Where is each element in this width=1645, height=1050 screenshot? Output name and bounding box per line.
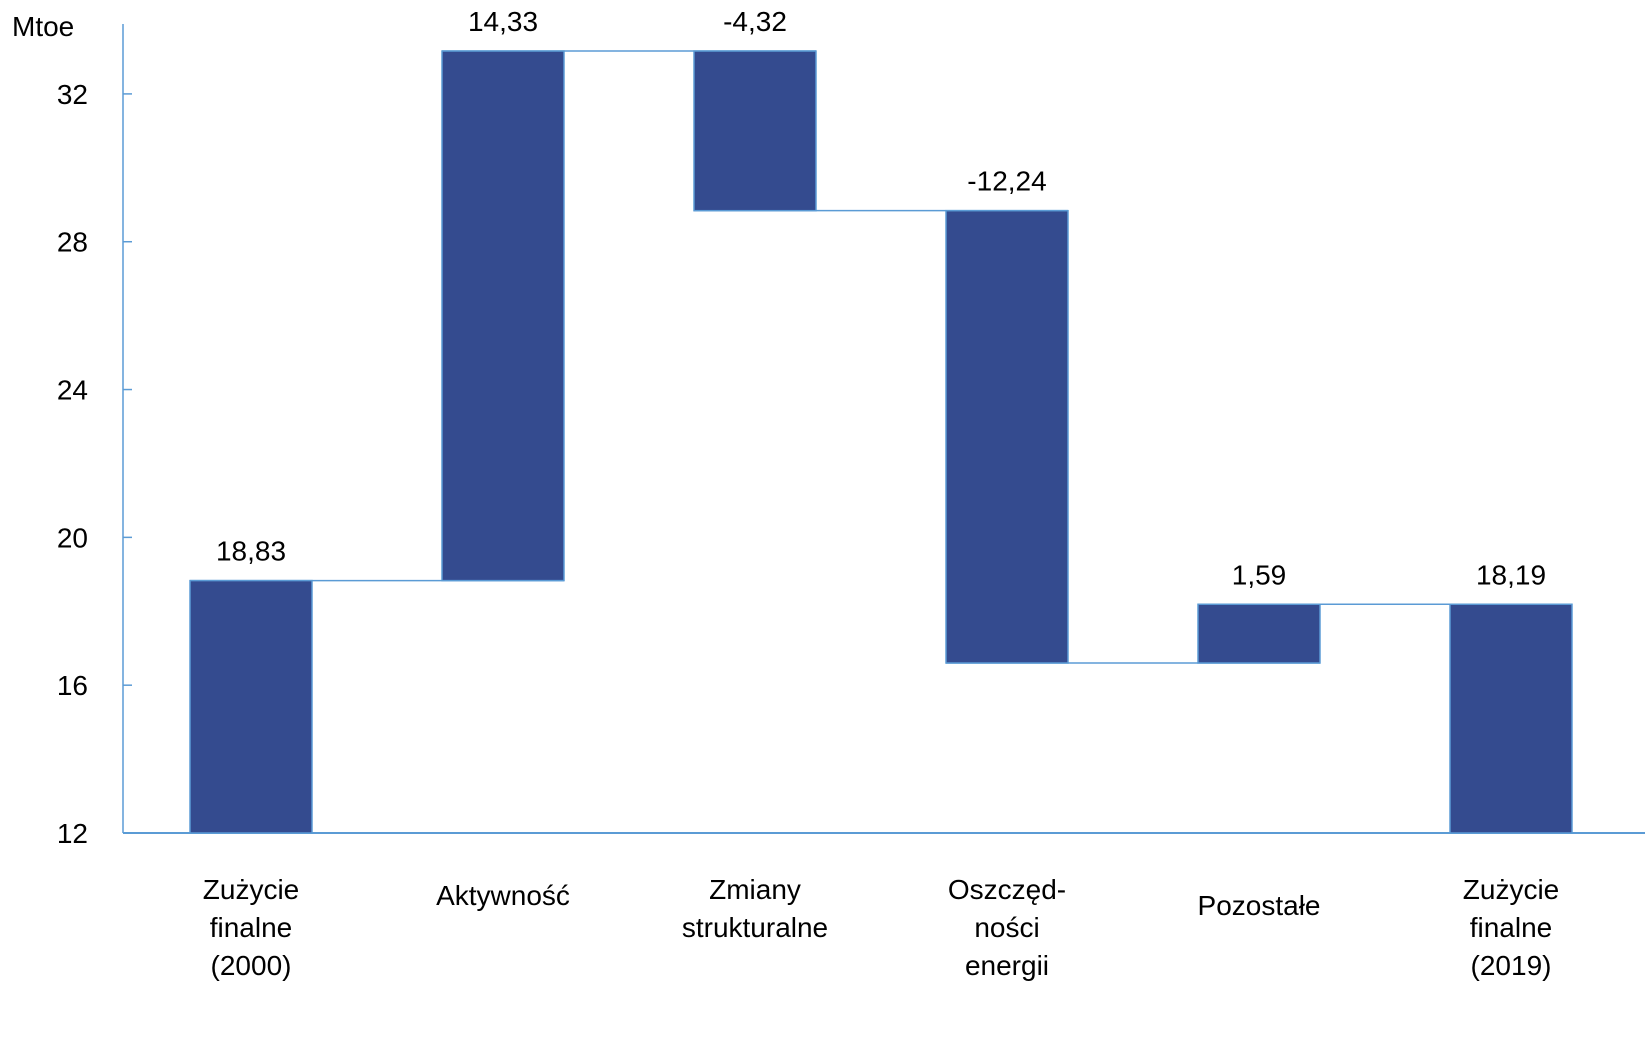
bar: [1449, 603, 1573, 834]
y-tick-label: 28: [57, 227, 88, 258]
category-label: Zużycie: [203, 874, 299, 905]
category-label: (2000): [211, 950, 292, 981]
bar: [1197, 603, 1321, 664]
bar: [945, 209, 1069, 664]
category-label: Pozostałe: [1198, 890, 1321, 921]
value-label: 18,83: [216, 536, 286, 567]
value-label: 14,33: [468, 6, 538, 37]
category-label: (2019): [1471, 950, 1552, 981]
category-label: Zmiany: [709, 874, 801, 905]
y-tick-label: 20: [57, 522, 88, 553]
category-label: Zużycie: [1463, 874, 1559, 905]
bar: [693, 50, 817, 212]
y-axis: 12 16 20 24 28 32: [57, 24, 1645, 849]
unit-label: Mtoe: [12, 11, 74, 42]
y-tick-label: 32: [57, 79, 88, 110]
y-tick-label: 24: [57, 375, 88, 406]
value-label: -4,32: [723, 6, 787, 37]
category-label: Aktywność: [436, 880, 570, 911]
y-tick-label: 12: [57, 818, 88, 849]
category-label: finalne: [210, 912, 293, 943]
y-tick-label: 16: [57, 670, 88, 701]
connectors: [190, 50, 1572, 664]
value-label: -12,24: [967, 166, 1046, 197]
value-label: 18,19: [1476, 559, 1546, 590]
bar: [441, 50, 565, 582]
category-label: strukturalne: [682, 912, 828, 943]
category-labels: Zużycie finalne (2000) Aktywność Zmiany stru…: [203, 874, 1559, 981]
category-label: finalne: [1470, 912, 1553, 943]
bar: [189, 579, 313, 834]
bars: [189, 50, 1573, 834]
category-label: energii: [965, 950, 1049, 981]
value-label: 1,59: [1232, 559, 1287, 590]
category-label: Oszczęd-: [948, 874, 1066, 905]
value-labels: 18,83 14,33 -4,32 -12,24 1,59 18,19: [216, 6, 1546, 590]
category-label: ności: [974, 912, 1039, 943]
